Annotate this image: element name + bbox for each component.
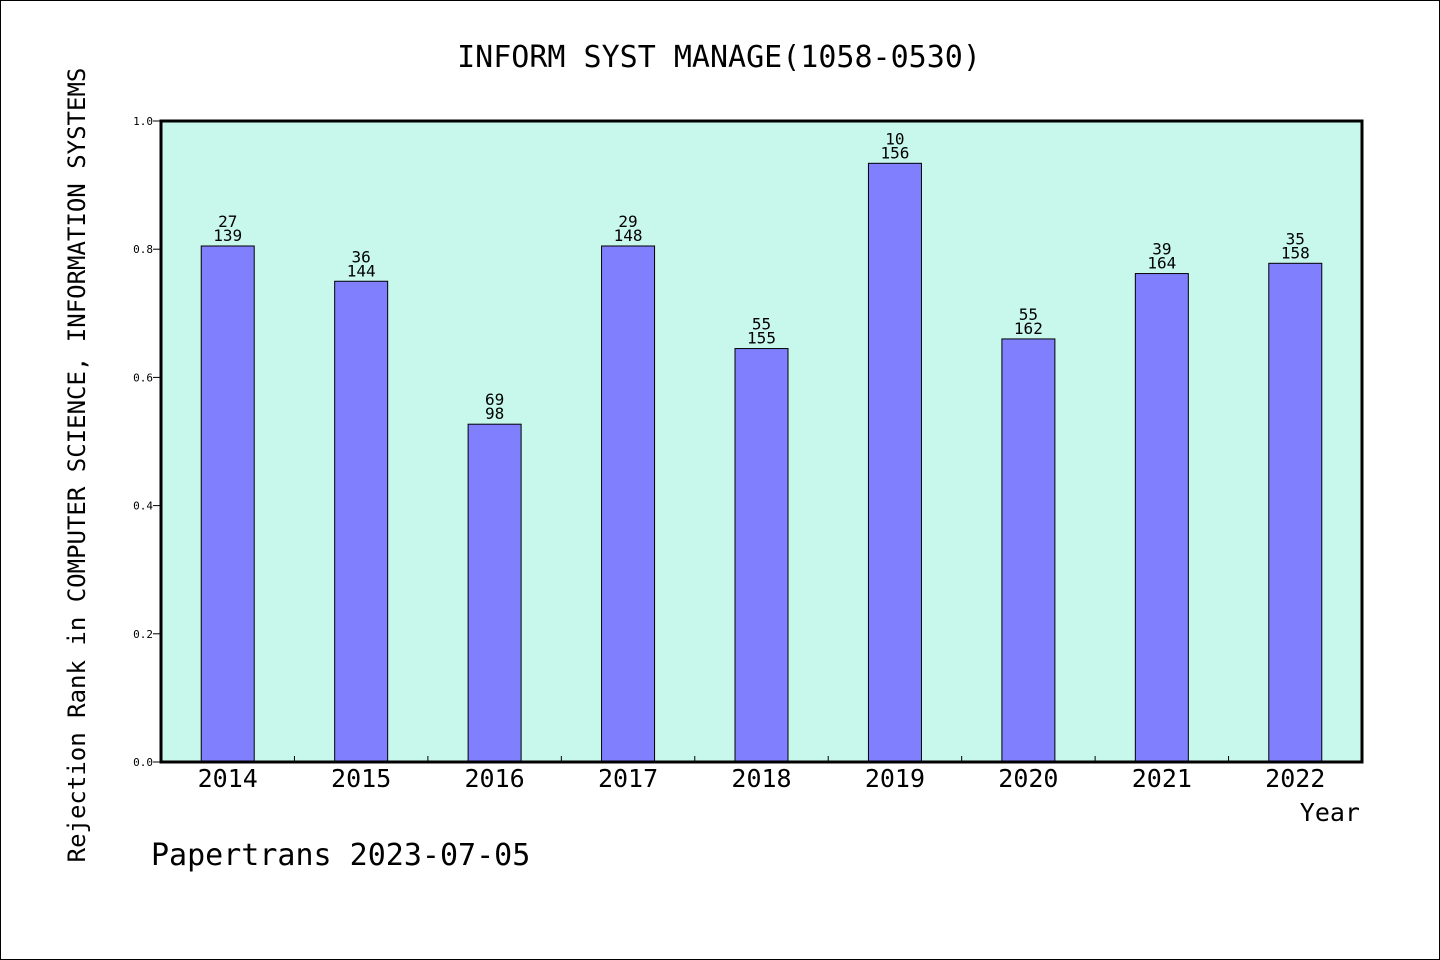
bar — [467, 423, 522, 763]
bar-label-top: 10 — [885, 129, 904, 148]
bar-label-top: 55 — [752, 315, 771, 334]
x-tick-label: 2017 — [598, 764, 658, 793]
y-axis-label: Rejection Rank in COMPUTER SCIENCE, INFO… — [63, 68, 91, 863]
bar — [1268, 262, 1323, 763]
bar-label-bottom: 158 — [1281, 243, 1310, 262]
y-tick-label: 0.4 — [133, 500, 153, 513]
bar-labels: 2713936144699829148551551015655162391643… — [213, 129, 1309, 423]
bar-label-bottom: 148 — [614, 226, 643, 245]
bar — [601, 245, 656, 763]
credit-text: Papertrans 2023-07-05 — [151, 838, 530, 873]
x-tick-label: 2015 — [331, 764, 391, 793]
x-tick-label: 2022 — [1265, 764, 1325, 793]
bar-label-top: 69 — [485, 390, 504, 409]
bars — [200, 162, 1323, 763]
bar-label-bottom: 144 — [347, 261, 376, 280]
bar-label-bottom: 98 — [485, 404, 504, 423]
bar-label-top: 36 — [352, 247, 371, 266]
x-axis: 2014 2015 2016 2017 2018 2019 2020 2021 2022 — [198, 756, 1325, 793]
bar-label-bottom: 164 — [1147, 254, 1176, 273]
bar-label-bottom: 139 — [213, 226, 242, 245]
bar-label-bottom: 162 — [1014, 319, 1043, 338]
x-tick-label: 2018 — [731, 764, 791, 793]
bar — [1001, 338, 1056, 763]
bar-label-top: 55 — [1019, 305, 1038, 324]
bar — [200, 245, 255, 763]
bar-label-top: 29 — [618, 212, 637, 231]
bar-label-top: 35 — [1286, 229, 1305, 248]
y-axis: 0.0 0.2 0.4 0.6 0.8 1.0 — [133, 115, 161, 769]
y-tick-label: 0.0 — [133, 756, 153, 769]
bar — [334, 280, 389, 763]
bar — [1134, 273, 1189, 763]
plot-border — [159, 119, 1364, 764]
bar — [734, 348, 789, 763]
x-tick-label: 2020 — [998, 764, 1058, 793]
chart-title: INFORM SYST MANAGE(1058-0530) — [457, 40, 981, 75]
x-tick-label: 2019 — [865, 764, 925, 793]
x-tick-label: 2014 — [198, 764, 258, 793]
y-tick-label: 0.2 — [133, 628, 153, 641]
bar-label-top: 39 — [1152, 240, 1171, 259]
y-tick-label: 0.8 — [133, 243, 153, 256]
y-tick-label: 1.0 — [133, 115, 153, 128]
y-tick-label: 0.6 — [133, 371, 153, 384]
bar-label-bottom: 155 — [747, 329, 776, 348]
bar — [867, 162, 922, 763]
x-axis-label: Year — [1300, 798, 1360, 827]
bar-label-bottom: 156 — [880, 143, 909, 162]
x-tick-label: 2021 — [1132, 764, 1192, 793]
x-tick-label: 2016 — [465, 764, 525, 793]
bar-label-top: 27 — [218, 212, 237, 231]
